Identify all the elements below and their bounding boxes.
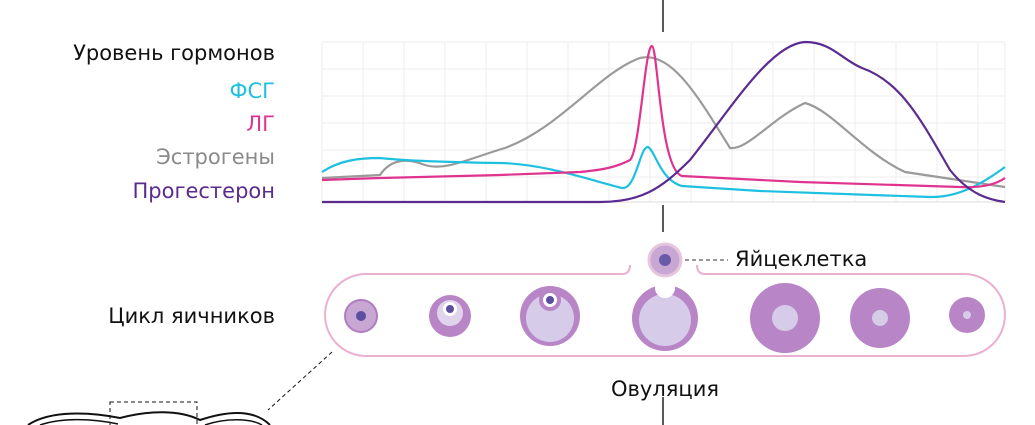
legend-progesterone: Прогестерон: [132, 179, 275, 203]
lh-curve: [321, 44, 1006, 189]
legend-fsh: ФСГ: [229, 79, 275, 103]
egg-core: [659, 254, 671, 266]
ovulation-label: Овуляция: [611, 377, 719, 401]
estrogen-curve: [321, 56, 1006, 189]
ovary-cycle-frame: [324, 264, 1006, 357]
legend-lh: ЛГ: [246, 112, 275, 136]
egg-label: Яйцеклетка: [735, 247, 867, 271]
progesterone-curve: [322, 40, 1006, 204]
hormones-title: Уровень гормонов: [73, 41, 275, 65]
hormone-curves: [321, 40, 1006, 204]
ovarian-cycle-title: Цикл яичников: [108, 304, 275, 328]
follicles: [344, 278, 985, 353]
legend-estrogen: Эстрогены: [156, 145, 275, 169]
fsh-curve: [321, 145, 1006, 199]
ovary-outline: [27, 351, 333, 425]
